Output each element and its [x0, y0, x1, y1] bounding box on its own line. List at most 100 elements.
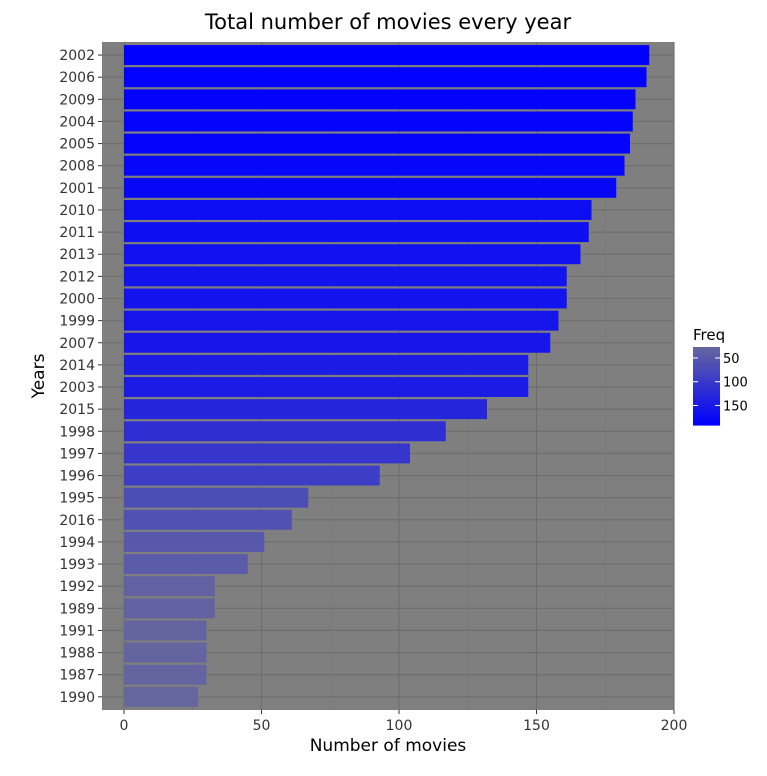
legend-title: Freq [693, 326, 725, 344]
bar-1988 [124, 642, 207, 663]
legend-color-step [693, 386, 720, 390]
y-tick-label: 2004 [59, 114, 95, 130]
legend-color-step [693, 347, 720, 351]
legend-color-step [693, 359, 720, 363]
x-axis: 0 50 100 150 200 [120, 710, 688, 734]
y-tick-label: 1994 [59, 535, 95, 551]
bar-2011 [124, 222, 589, 243]
bar-2015 [124, 399, 487, 420]
y-tick-label: 2016 [59, 513, 95, 529]
y-tick-label: 1995 [59, 491, 95, 507]
legend-color-step [693, 377, 720, 381]
legend-color-step [693, 350, 720, 354]
bars [124, 45, 650, 707]
legend-color-step [693, 356, 720, 360]
bar-1987 [124, 664, 207, 685]
legend-color-step [693, 389, 720, 393]
y-tick-label: 1990 [59, 690, 95, 706]
legend-color-step [693, 353, 720, 357]
y-axis: 2002 2006 2009 2004 2005 2008 2001 2010 2011 2013… [59, 48, 102, 706]
bar-2004 [124, 111, 633, 132]
y-tick-label: 2012 [59, 269, 95, 285]
bar-1989 [124, 598, 215, 619]
x-tick-label: 50 [253, 718, 271, 734]
legend-color-step [693, 383, 720, 387]
legend-labels: 50 100 150 [723, 352, 748, 415]
legend-color-step [693, 407, 720, 411]
y-tick-label: 2013 [59, 247, 95, 263]
bar-2001 [124, 177, 617, 198]
legend-label: 150 [723, 400, 748, 415]
y-tick-label: 2002 [59, 48, 95, 64]
legend-color-step [693, 368, 720, 372]
bar-1995 [124, 487, 309, 508]
y-tick-label: 1996 [59, 469, 95, 485]
x-tick-label: 200 [661, 718, 688, 734]
y-tick-label: 2011 [59, 225, 95, 241]
y-tick-label: 1993 [59, 557, 95, 573]
bar-1998 [124, 421, 446, 442]
legend-color-step [693, 404, 720, 408]
x-tick-label: 150 [523, 718, 550, 734]
x-tick-label: 100 [386, 718, 413, 734]
bar-1993 [124, 554, 248, 575]
y-tick-label: 1999 [59, 314, 95, 330]
bar-2009 [124, 89, 636, 110]
legend-color-step [693, 392, 720, 396]
y-tick-label: 1997 [59, 446, 95, 462]
bar-2000 [124, 288, 567, 309]
bar-2010 [124, 200, 592, 220]
legend-color-step [693, 365, 720, 369]
legend-color-step [693, 410, 720, 414]
y-tick-label: 2003 [59, 380, 95, 396]
y-tick-label: 2005 [59, 137, 95, 153]
bar-2013 [124, 244, 581, 265]
y-tick-label: 1989 [59, 601, 95, 617]
y-tick-label: 2008 [59, 159, 95, 175]
y-tick-label: 1991 [59, 623, 95, 639]
bar-1999 [124, 310, 559, 331]
y-tick-label: 2009 [59, 92, 95, 108]
bar-2008 [124, 155, 625, 176]
y-tick-label: 2015 [59, 402, 95, 418]
bar-2006 [124, 67, 647, 88]
y-tick-label: 1998 [59, 424, 95, 440]
legend-label: 100 [723, 376, 748, 391]
bar-2016 [124, 509, 292, 530]
y-tick-label: 2001 [59, 181, 95, 197]
legend-color-step [693, 419, 720, 423]
legend-color-step [693, 422, 720, 426]
y-tick-label: 1987 [59, 668, 95, 684]
y-tick-label: 2010 [59, 203, 95, 219]
legend-label: 50 [723, 352, 740, 367]
y-tick-label: 2006 [59, 70, 95, 86]
legend-colorbar [693, 347, 720, 426]
bar-2012 [124, 266, 567, 287]
y-tick-label: 2014 [59, 358, 95, 374]
legend-color-step [693, 371, 720, 375]
legend-color-step [693, 380, 720, 384]
bar-1991 [124, 620, 207, 641]
bar-2014 [124, 354, 529, 375]
legend-color-step [693, 401, 720, 405]
y-tick-label: 1988 [59, 646, 95, 662]
bar-1992 [124, 576, 215, 597]
bar-2002 [124, 45, 650, 66]
y-tick-label: 2000 [59, 291, 95, 307]
legend-color-step [693, 374, 720, 378]
x-tick-label: 0 [120, 718, 129, 734]
y-tick-label: 1992 [59, 579, 95, 595]
bar-2003 [124, 377, 529, 397]
legend-color-step [693, 395, 720, 399]
bar-1990 [124, 686, 199, 707]
legend-color-step [693, 413, 720, 417]
chart-title: Total number of movies every year [204, 10, 572, 34]
bar-2007 [124, 332, 551, 353]
bar-1994 [124, 531, 265, 552]
x-axis-title: Number of movies [310, 736, 467, 756]
y-axis-title: Years [29, 353, 49, 399]
legend: Freq 50 100 150 [693, 326, 748, 426]
bar-1997 [124, 443, 410, 464]
bar-1996 [124, 465, 380, 486]
